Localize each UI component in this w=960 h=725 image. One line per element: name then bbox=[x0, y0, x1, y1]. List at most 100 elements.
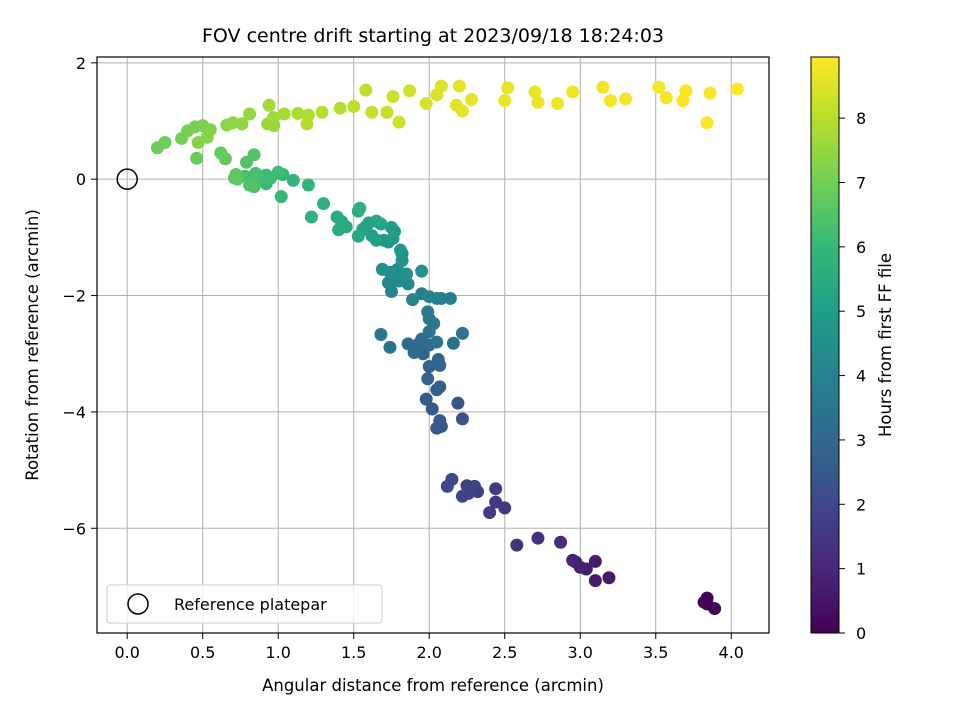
y-axis-ticks: −6 −4 −2 0 2 bbox=[62, 54, 97, 538]
data-point bbox=[596, 80, 610, 94]
data-point bbox=[291, 106, 305, 120]
data-point bbox=[588, 554, 602, 568]
data-point bbox=[304, 210, 318, 224]
data-point bbox=[425, 402, 439, 416]
colorbar-tick-label: 1 bbox=[856, 560, 866, 579]
data-point bbox=[528, 85, 542, 99]
data-point bbox=[191, 136, 205, 150]
data-point bbox=[510, 538, 524, 552]
data-point bbox=[403, 84, 417, 98]
data-point bbox=[353, 201, 367, 215]
data-point bbox=[703, 86, 717, 100]
data-point bbox=[235, 117, 249, 131]
data-point bbox=[365, 105, 379, 119]
reference-marker bbox=[116, 168, 138, 190]
data-point bbox=[433, 414, 447, 428]
data-point bbox=[603, 94, 617, 108]
colorbar-ticks: 0 1 2 3 4 5 6 7 8 bbox=[839, 109, 866, 643]
colorbar bbox=[810, 56, 840, 634]
data-point bbox=[465, 92, 479, 106]
x-tick-label: 1.0 bbox=[265, 643, 290, 662]
x-tick-label: 1.5 bbox=[341, 643, 366, 662]
data-point bbox=[158, 136, 172, 150]
data-point bbox=[386, 90, 400, 104]
data-point bbox=[679, 84, 693, 98]
data-point bbox=[406, 293, 420, 307]
data-point bbox=[190, 151, 204, 165]
colorbar-tick-label: 3 bbox=[856, 431, 866, 450]
data-point bbox=[392, 115, 406, 129]
colorbar-tick-label: 4 bbox=[856, 367, 866, 386]
data-point bbox=[415, 264, 429, 278]
x-tick-label: 4.0 bbox=[719, 643, 744, 662]
data-point bbox=[659, 91, 673, 105]
data-point bbox=[489, 495, 503, 509]
y-tick-label: −4 bbox=[62, 403, 86, 422]
data-point bbox=[455, 104, 469, 118]
data-point bbox=[452, 79, 466, 93]
data-point bbox=[730, 82, 744, 96]
data-point bbox=[430, 335, 444, 349]
data-point bbox=[652, 80, 666, 94]
data-point bbox=[531, 531, 545, 545]
data-point bbox=[375, 262, 389, 276]
data-point bbox=[374, 217, 388, 231]
data-point bbox=[446, 336, 460, 350]
colorbar-tick-label: 5 bbox=[856, 302, 866, 321]
colorbar-tick-label: 2 bbox=[856, 495, 866, 514]
data-point bbox=[551, 97, 565, 111]
colorbar-label: Hours from first FF file bbox=[876, 253, 895, 437]
x-tick-label: 2.5 bbox=[492, 643, 517, 662]
data-points bbox=[150, 79, 744, 616]
data-point bbox=[455, 489, 469, 503]
data-point bbox=[300, 117, 314, 131]
data-point bbox=[247, 180, 261, 194]
x-tick-label: 0.5 bbox=[190, 643, 215, 662]
data-point bbox=[264, 171, 278, 185]
data-point bbox=[501, 81, 515, 95]
x-axis-label: Angular distance from reference (arcmin) bbox=[262, 676, 604, 695]
data-point bbox=[262, 98, 276, 112]
data-point bbox=[247, 148, 261, 162]
data-point bbox=[380, 105, 394, 119]
data-point bbox=[400, 267, 414, 281]
data-point bbox=[419, 97, 433, 111]
data-point bbox=[700, 116, 714, 130]
chart-title: FOV centre drift starting at 2023/09/18 … bbox=[202, 25, 664, 47]
data-point bbox=[274, 190, 288, 204]
data-point bbox=[483, 506, 497, 520]
data-point bbox=[419, 392, 433, 406]
data-point bbox=[359, 83, 373, 97]
data-point bbox=[394, 243, 408, 257]
data-point bbox=[489, 482, 503, 496]
plot-frame bbox=[96, 56, 770, 634]
x-tick-label: 0.0 bbox=[114, 643, 139, 662]
data-point bbox=[455, 326, 469, 340]
data-point bbox=[421, 372, 435, 386]
x-axis-ticks: 0.0 0.5 1.0 1.5 2.0 2.5 3.0 3.5 4.0 bbox=[114, 633, 744, 662]
y-tick-label: 2 bbox=[76, 54, 86, 73]
data-point bbox=[566, 85, 580, 99]
data-point bbox=[708, 602, 722, 616]
y-tick-label: 0 bbox=[76, 170, 86, 189]
data-point bbox=[383, 340, 397, 354]
x-tick-label: 3.5 bbox=[643, 643, 668, 662]
data-point bbox=[243, 107, 257, 121]
legend: Reference platepar bbox=[106, 584, 383, 624]
data-point bbox=[531, 95, 545, 109]
legend-box bbox=[106, 584, 383, 624]
data-point bbox=[430, 383, 444, 397]
data-point bbox=[455, 412, 469, 426]
data-point bbox=[407, 346, 421, 360]
data-point bbox=[214, 146, 228, 160]
data-point bbox=[566, 553, 580, 567]
colorbar-tick-label: 6 bbox=[856, 238, 866, 257]
data-point bbox=[619, 92, 633, 106]
x-tick-label: 2.0 bbox=[416, 643, 441, 662]
data-point bbox=[301, 178, 315, 192]
data-point bbox=[267, 111, 281, 125]
data-point bbox=[315, 105, 329, 119]
data-point bbox=[317, 197, 331, 211]
colorbar-tick-label: 7 bbox=[856, 173, 866, 192]
